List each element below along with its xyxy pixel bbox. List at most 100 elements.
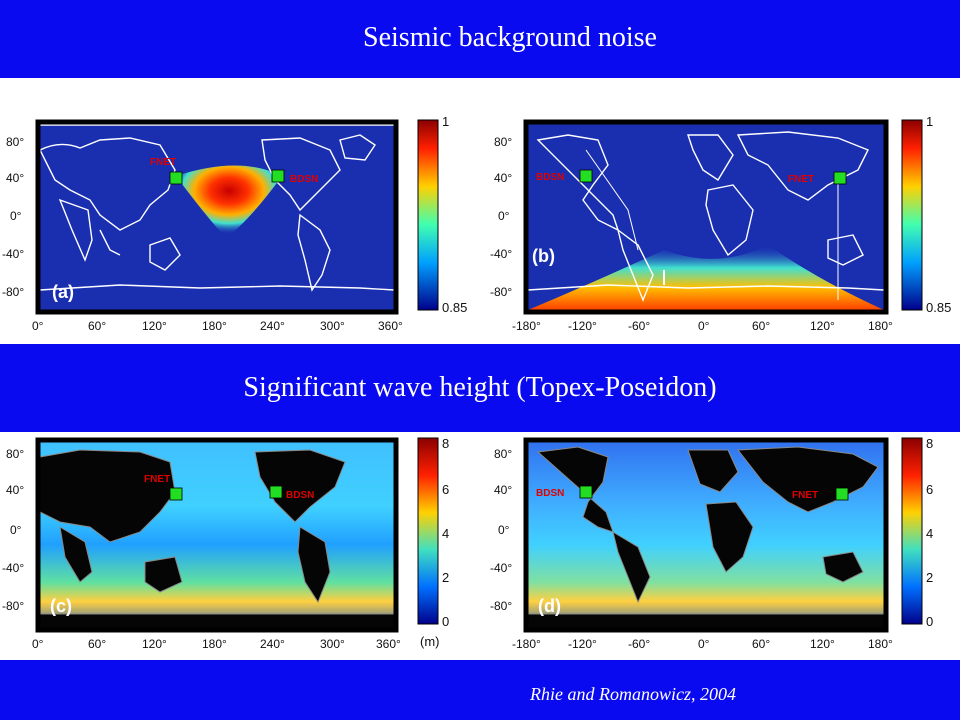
ytick: -40° xyxy=(490,561,512,575)
noise-source-region xyxy=(176,165,282,238)
panel-d-letter: (d) xyxy=(538,596,561,616)
colorbar-tick: 2 xyxy=(442,570,449,585)
ytick: -80° xyxy=(2,599,24,613)
station-bdsn-marker xyxy=(579,169,593,183)
xtick: 0° xyxy=(698,319,710,333)
station-fnet-label: FNET xyxy=(788,174,814,185)
xtick: 120° xyxy=(142,637,167,651)
xtick: 60° xyxy=(752,637,770,651)
map-frame xyxy=(35,119,399,315)
coastlines xyxy=(527,131,885,302)
noise-source-region xyxy=(528,245,884,310)
ytick: -40° xyxy=(2,247,24,261)
xtick: -180° xyxy=(512,319,541,333)
station-bdsn-label: BDSN xyxy=(536,172,564,183)
ytick: 40° xyxy=(6,483,24,497)
middle-title: Significant wave height (Topex-Poseidon) xyxy=(243,372,717,403)
colorbar-tick: 2 xyxy=(926,570,933,585)
ytick: 80° xyxy=(494,135,512,149)
colorbar-min: 0.85 xyxy=(926,300,951,315)
landmasses xyxy=(525,446,887,631)
ytick: -80° xyxy=(2,285,24,299)
footer-band: Rhie and Romanowicz, 2004 xyxy=(0,660,960,720)
colorbar xyxy=(417,437,439,625)
station-fnet-marker xyxy=(833,171,847,185)
station-bdsn-label: BDSN xyxy=(286,490,314,501)
xtick: 60° xyxy=(752,319,770,333)
xtick: 180° xyxy=(202,319,227,333)
ytick: 0° xyxy=(498,523,510,537)
xtick: -120° xyxy=(568,319,597,333)
panel-a-figure: FNET BDSN (a) 80° 40° 0° -40° -80° 0° 60… xyxy=(2,114,467,333)
ytick: -40° xyxy=(490,247,512,261)
colorbar-tick: 0 xyxy=(442,614,449,629)
panel-b-figure: BDSN FNET (b) 80° 40° 0° -40° -80° -180°… xyxy=(490,114,951,333)
xtick: 120° xyxy=(810,637,835,651)
xtick: 0° xyxy=(32,319,44,333)
panel-a-letter: (a) xyxy=(52,282,74,302)
station-bdsn-marker xyxy=(579,485,593,499)
xtick: 0° xyxy=(32,637,44,651)
map-frame xyxy=(523,437,889,633)
xtick: 180° xyxy=(868,637,893,651)
panel-c: FNET BDSN (c) 80° 40° 0° -40° -80° 0° 60… xyxy=(0,432,470,660)
coastlines xyxy=(39,124,395,292)
xtick: 240° xyxy=(260,637,285,651)
xtick: -120° xyxy=(568,637,597,651)
station-fnet-marker xyxy=(169,487,183,501)
colorbar-tick: 8 xyxy=(442,436,449,451)
colorbar-tick: 0 xyxy=(926,614,933,629)
ytick: 0° xyxy=(498,209,510,223)
panel-c-figure: FNET BDSN (c) 80° 40° 0° -40° -80° 0° 60… xyxy=(2,436,449,651)
ytick: 80° xyxy=(494,447,512,461)
colorbar-tick: 4 xyxy=(442,526,449,541)
ytick: 80° xyxy=(6,447,24,461)
colorbar-min: 0.85 xyxy=(442,300,467,315)
colorbar-tick: 8 xyxy=(926,436,933,451)
xtick: 300° xyxy=(320,637,345,651)
ytick: 80° xyxy=(6,135,24,149)
colorbar xyxy=(417,119,439,311)
ytick: -40° xyxy=(2,561,24,575)
ytick: 40° xyxy=(6,171,24,185)
panel-b-letter: (b) xyxy=(532,246,555,266)
ytick: -80° xyxy=(490,285,512,299)
colorbar xyxy=(901,437,923,625)
header-band: Seismic background noise xyxy=(0,0,960,78)
map-frame xyxy=(523,119,889,315)
ytick: 40° xyxy=(494,483,512,497)
xtick: 60° xyxy=(88,637,106,651)
xtick: 60° xyxy=(88,319,106,333)
xtick: -180° xyxy=(512,637,541,651)
station-fnet-label: FNET xyxy=(150,157,176,168)
panel-c-letter: (c) xyxy=(50,596,72,616)
station-bdsn-label: BDSN xyxy=(536,488,564,499)
station-fnet-label: FNET xyxy=(792,490,818,501)
xtick: 240° xyxy=(260,319,285,333)
map-frame xyxy=(35,437,399,633)
xtick: 180° xyxy=(202,637,227,651)
xtick: -60° xyxy=(628,637,650,651)
landmasses xyxy=(37,449,397,631)
ytick: 0° xyxy=(10,209,22,223)
colorbar-tick: 6 xyxy=(926,482,933,497)
panel-d-figure: BDSN FNET (d) 80° 40° 0° -40° -80° -180°… xyxy=(490,436,933,651)
xtick: 300° xyxy=(320,319,345,333)
station-fnet-label: FNET xyxy=(144,474,170,485)
colorbar-max: 1 xyxy=(442,114,449,129)
ytick: -80° xyxy=(490,599,512,613)
ytick: 40° xyxy=(494,171,512,185)
xtick: 120° xyxy=(142,319,167,333)
panel-b: BDSN FNET (b) 80° 40° 0° -40° -80° -180°… xyxy=(488,110,960,342)
colorbar-tick: 4 xyxy=(926,526,933,541)
xtick: 360° xyxy=(376,637,401,651)
ytick: 0° xyxy=(10,523,22,537)
station-bdsn-marker xyxy=(269,485,283,499)
colorbar-unit: (m) xyxy=(420,634,440,649)
station-bdsn-marker xyxy=(271,169,285,183)
xtick: 180° xyxy=(868,319,893,333)
station-fnet-marker xyxy=(169,171,183,185)
credit-text: Rhie and Romanowicz, 2004 xyxy=(530,684,736,704)
xtick: -60° xyxy=(628,319,650,333)
station-bdsn-label: BDSN xyxy=(290,174,318,185)
